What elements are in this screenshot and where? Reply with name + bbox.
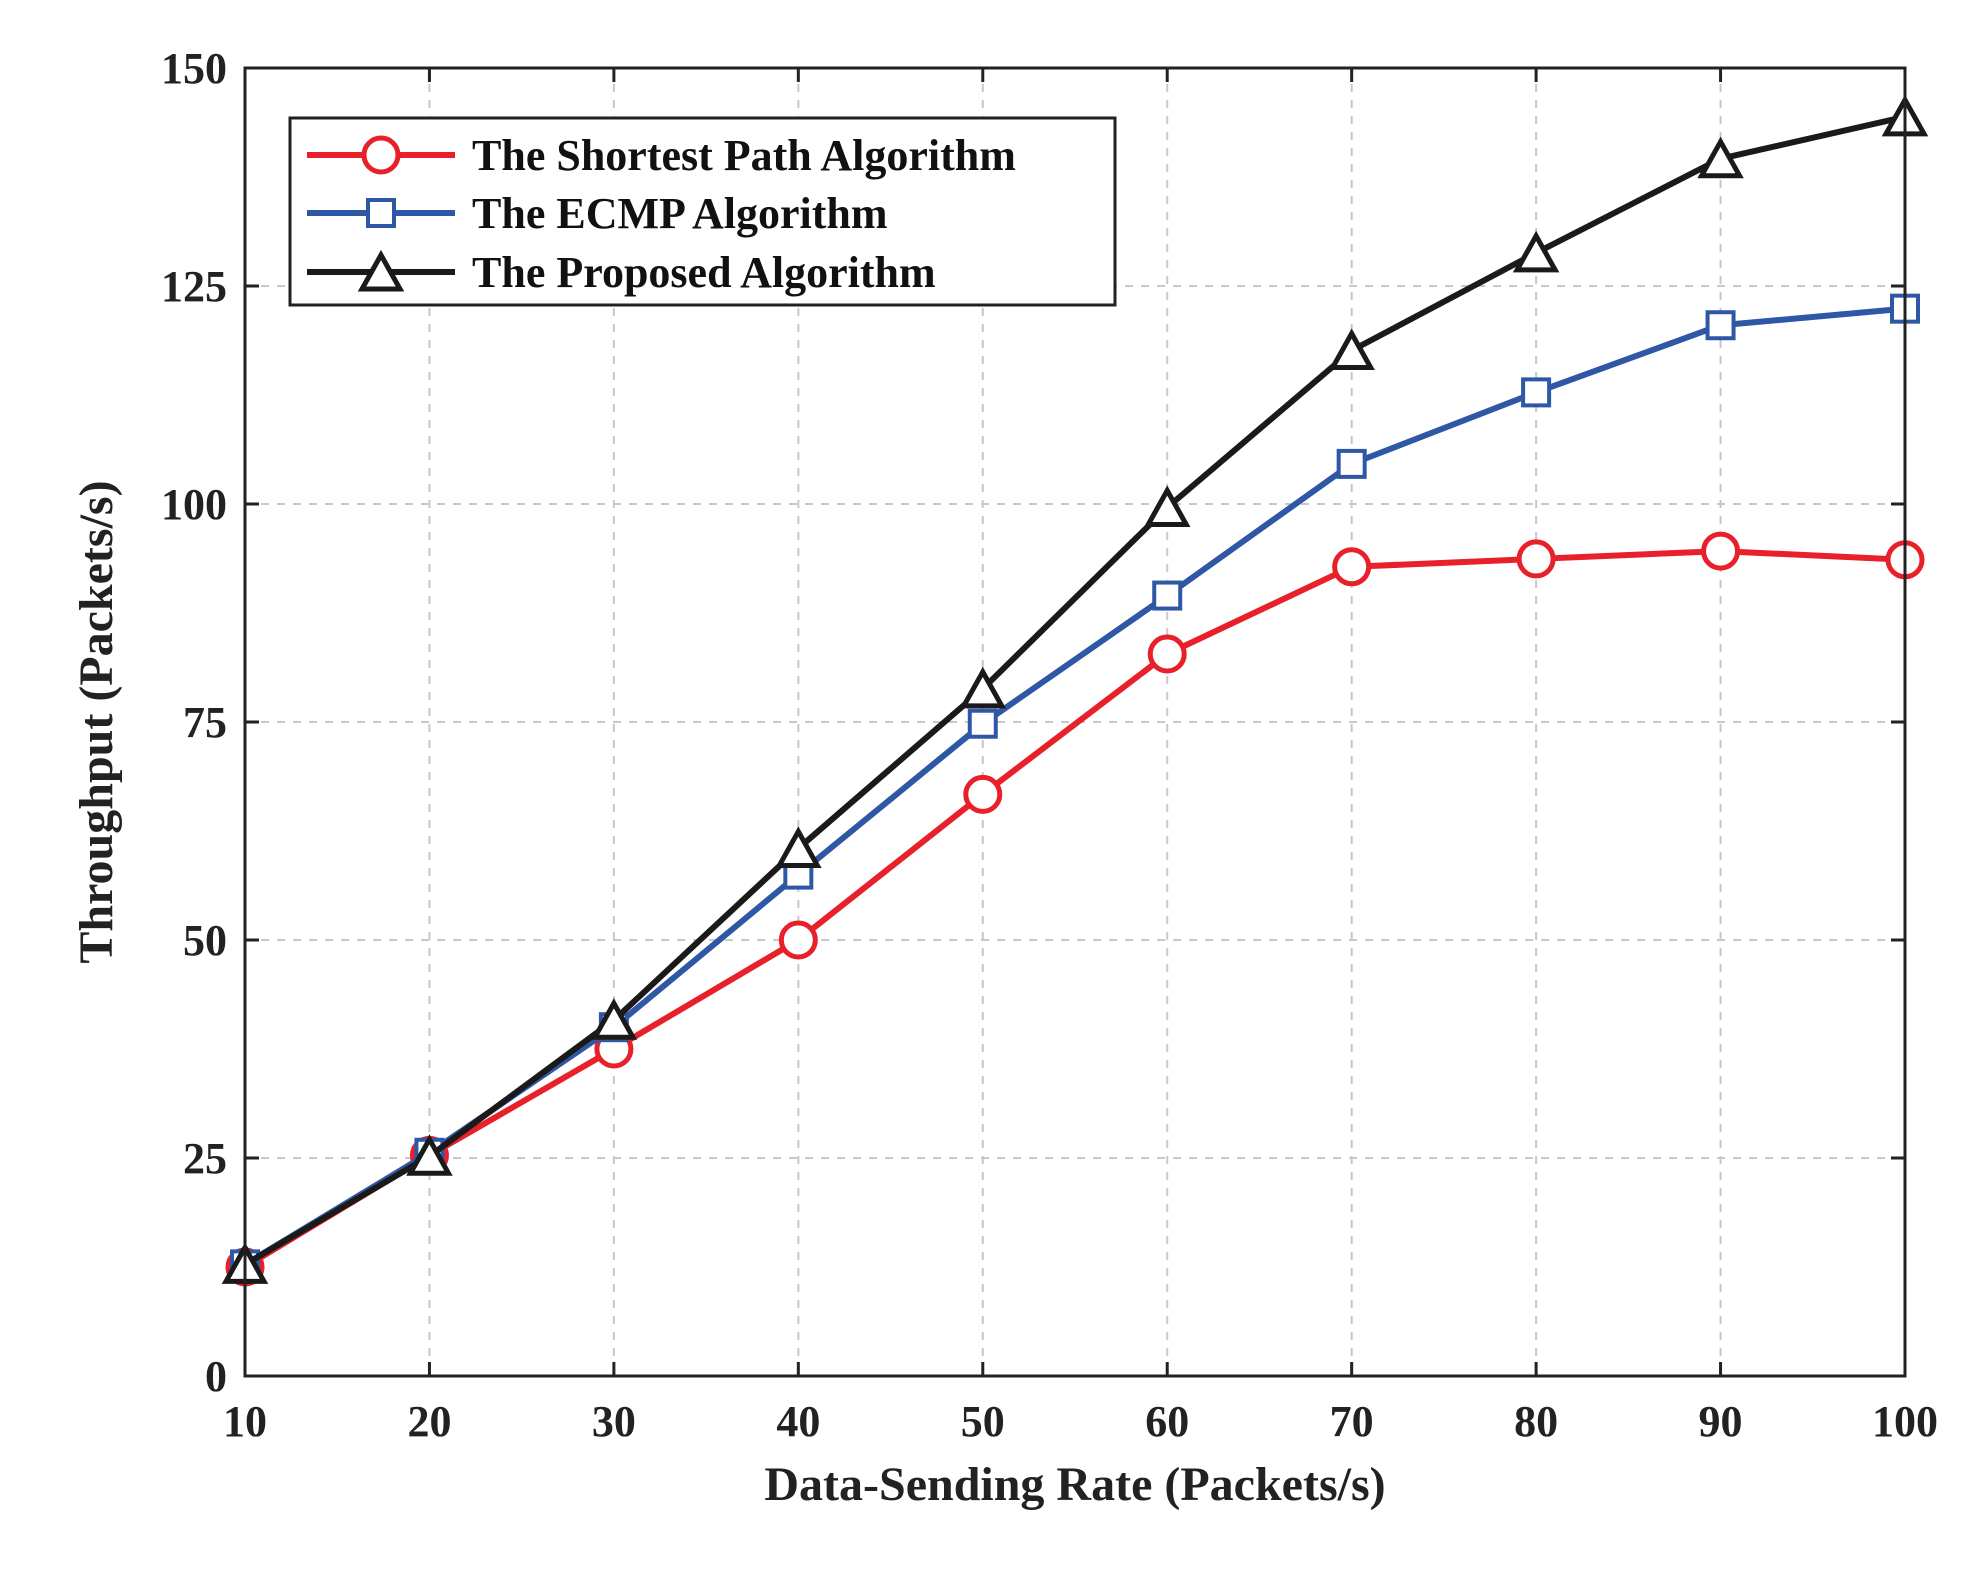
- legend-swatch-marker: [361, 135, 401, 175]
- y-tick-label: 50: [183, 916, 227, 965]
- legend-label: The Shortest Path Algorithm: [472, 131, 1016, 180]
- y-tick-label: 125: [161, 262, 227, 311]
- x-tick-label: 70: [1330, 1397, 1374, 1446]
- data-point-triangle: [1697, 136, 1744, 179]
- data-point-triangle: [959, 666, 1007, 709]
- legend-swatch-marker: [357, 249, 405, 292]
- x-tick-label: 100: [1872, 1397, 1938, 1446]
- x-tick-label: 30: [592, 1397, 636, 1446]
- series-triangle: [221, 94, 1929, 1284]
- y-axis-label: Throughput (Packets/s): [70, 480, 123, 963]
- x-tick-label: 50: [961, 1397, 1005, 1446]
- data-point-square: [967, 708, 998, 739]
- legend-label: The Proposed Algorithm: [472, 248, 936, 297]
- legend-swatch-marker: [366, 198, 396, 228]
- y-tick-label: 0: [205, 1352, 227, 1401]
- x-tick-label: 90: [1699, 1397, 1743, 1446]
- x-axis-label: Data-Sending Rate (Packets/s): [764, 1458, 1385, 1511]
- series-line-triangle: [243, 113, 1906, 1267]
- series-line-circle: [243, 548, 1906, 1270]
- legend-item: The Proposed Algorithm: [307, 248, 936, 297]
- data-point-triangle: [1143, 485, 1191, 527]
- x-tick-label: 10: [223, 1397, 267, 1446]
- data-point-triangle: [406, 1134, 453, 1176]
- data-point-circle: [778, 920, 818, 960]
- data-point-square: [1705, 310, 1736, 341]
- y-tick-label: 150: [161, 44, 227, 93]
- x-tick-label: 40: [776, 1397, 820, 1446]
- data-point-circle: [1332, 547, 1372, 587]
- data-point-circle: [1516, 539, 1556, 579]
- legend: The Shortest Path Algorithm The ECMP Algo…: [288, 116, 1117, 307]
- data-point-square: [1336, 448, 1367, 479]
- data-point-triangle: [775, 826, 822, 868]
- data-point-square: [1521, 377, 1552, 408]
- x-tick-label: 80: [1514, 1397, 1558, 1446]
- data-point-triangle: [1328, 328, 1375, 371]
- y-tick-label: 25: [183, 1134, 227, 1183]
- data-point-circle: [1701, 531, 1741, 571]
- data-point-triangle: [1512, 230, 1560, 273]
- x-tick-label: 20: [407, 1397, 451, 1446]
- y-tick-label: 100: [161, 480, 227, 529]
- axis-ticks: 10 20 30 40 50 60 70 80 90 100 0 25 50 75 100 125 150: [161, 44, 1938, 1446]
- data-point-circle: [963, 774, 1003, 814]
- legend-item: The ECMP Algorithm: [307, 189, 888, 238]
- data-point-square: [1152, 580, 1183, 611]
- data-point-triangle: [590, 998, 638, 1040]
- legend-label: The ECMP Algorithm: [472, 189, 888, 238]
- legend-item: The Shortest Path Algorithm: [307, 131, 1016, 180]
- data-point-circle: [1147, 634, 1187, 674]
- x-tick-label: 60: [1145, 1397, 1189, 1446]
- y-tick-label: 75: [183, 698, 227, 747]
